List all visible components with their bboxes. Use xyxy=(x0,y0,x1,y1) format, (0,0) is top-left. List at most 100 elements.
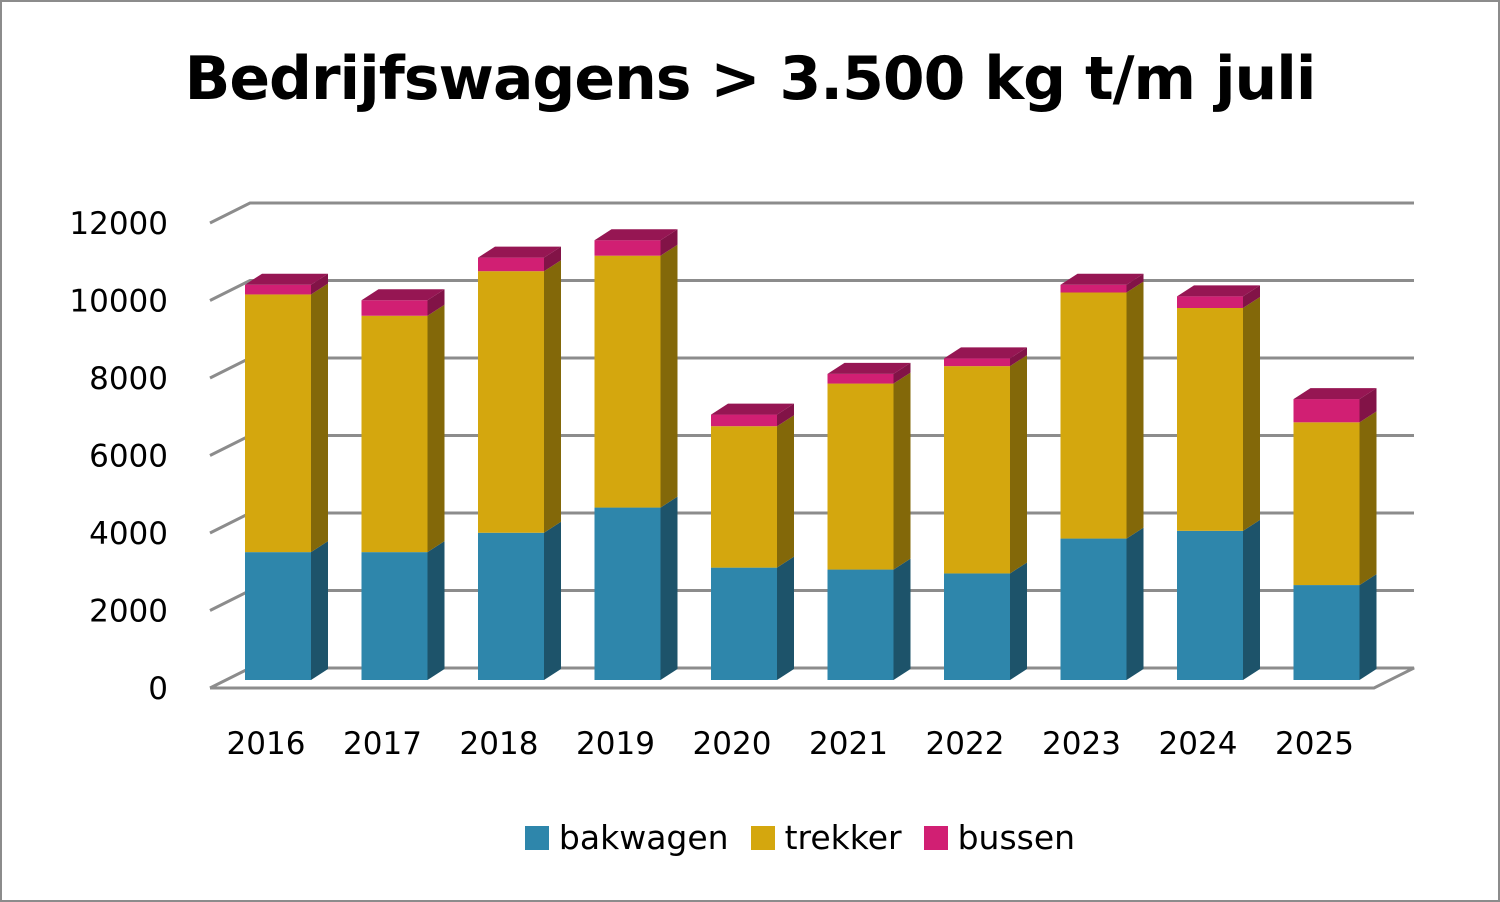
bar-stack-2020 xyxy=(711,403,794,680)
x-tick-label: 2023 xyxy=(1042,726,1121,762)
bar-top-2016 xyxy=(245,273,328,285)
bar-bussen-2018 xyxy=(478,257,544,272)
chart-title: Bedrijfswagens > 3.500 kg t/m juli xyxy=(184,44,1317,114)
y-tick-label: 4000 xyxy=(89,516,168,552)
bar-bakwagen-2021 xyxy=(827,569,894,680)
bar-top-2023 xyxy=(1060,273,1144,285)
bar-side-trekker-2021 xyxy=(893,372,911,570)
bar-top-2025 xyxy=(1293,388,1377,400)
x-tick-label: 2025 xyxy=(1275,726,1354,762)
bar-bussen-2021 xyxy=(827,373,894,384)
x-tick-label: 2021 xyxy=(809,726,888,762)
bar-top-2021 xyxy=(827,362,911,374)
bar-stack-2021 xyxy=(827,362,911,680)
legend-label: bakwagen xyxy=(558,818,729,857)
bar-side-trekker-2016 xyxy=(311,283,328,553)
legend: bakwagen trekker bussen xyxy=(0,818,1500,857)
legend-label: trekker xyxy=(784,818,902,857)
bar-side-bakwagen-2016 xyxy=(311,541,328,680)
x-tick-label: 2017 xyxy=(343,726,422,762)
legend-item-trekker: trekker xyxy=(750,818,902,857)
bar-stack-2025 xyxy=(1293,388,1377,680)
legend-swatch xyxy=(750,825,775,850)
bar-trekker-2016 xyxy=(245,294,311,553)
bar-side-bussen-2019 xyxy=(660,229,678,256)
bar-side-trekker-2020 xyxy=(777,415,794,568)
x-axis-ticks: 2016 2017 2018 2019 2020 2021 2022 2023 2024 2025 xyxy=(227,726,1354,762)
bar-top-2024 xyxy=(1177,285,1260,297)
x-tick-label: 2018 xyxy=(460,726,539,762)
gridline xyxy=(209,201,1414,225)
bar-side-trekker-2018 xyxy=(544,260,561,533)
bar-bakwagen-2018 xyxy=(478,532,544,680)
bar-top-2019 xyxy=(594,229,678,241)
floor-outline xyxy=(209,666,1415,690)
bar-side-bussen-2017 xyxy=(427,289,445,316)
bar-trekker-2019 xyxy=(594,255,661,508)
bar-stack-2017 xyxy=(361,289,445,680)
bar-bakwagen-2017 xyxy=(361,552,428,680)
bar-bussen-2024 xyxy=(1177,296,1243,308)
bar-bussen-2025 xyxy=(1293,399,1360,423)
legend-swatch xyxy=(923,825,948,850)
y-tick-label: 12000 xyxy=(69,206,168,242)
bar-side-bakwagen-2025 xyxy=(1359,574,1377,680)
y-tick-label: 0 xyxy=(148,671,168,707)
bar-side-trekker-2025 xyxy=(1359,411,1377,586)
bar-side-bakwagen-2022 xyxy=(1010,562,1027,680)
bar-bussen-2020 xyxy=(711,414,777,427)
bar-side-bussen-2022 xyxy=(1010,347,1027,367)
bar-side-bussen-2016 xyxy=(311,273,328,295)
bars xyxy=(245,229,1377,680)
y-tick-label: 2000 xyxy=(89,594,168,630)
bar-stack-2019 xyxy=(594,229,678,680)
bar-stack-2016 xyxy=(245,273,328,680)
bar-trekker-2020 xyxy=(711,426,777,568)
bar-side-bussen-2025 xyxy=(1359,388,1377,423)
legend-label: bussen xyxy=(957,818,1076,857)
legend-item-bakwagen: bakwagen xyxy=(524,818,729,857)
x-tick-label: 2020 xyxy=(693,726,772,762)
bar-bakwagen-2022 xyxy=(944,573,1010,680)
bar-bakwagen-2024 xyxy=(1177,530,1243,680)
bar-bussen-2023 xyxy=(1060,284,1127,293)
bar-bussen-2022 xyxy=(944,358,1010,367)
bar-bussen-2019 xyxy=(594,240,661,256)
bar-bakwagen-2023 xyxy=(1060,538,1127,680)
bar-top-2020 xyxy=(711,403,794,415)
bar-top-2018 xyxy=(478,246,561,258)
bar-stack-2024 xyxy=(1177,285,1260,680)
bar-side-bussen-2020 xyxy=(777,403,794,427)
bar-bakwagen-2019 xyxy=(594,507,661,680)
bar-stack-2018 xyxy=(478,246,561,680)
bar-side-bussen-2023 xyxy=(1126,273,1144,293)
bar-side-bussen-2018 xyxy=(544,246,561,272)
x-tick-label: 2016 xyxy=(227,726,306,762)
gridline xyxy=(209,279,1414,302)
bar-top-2017 xyxy=(361,289,445,301)
bar-side-trekker-2017 xyxy=(427,304,445,553)
bar-bakwagen-2020 xyxy=(711,567,777,680)
x-tick-label: 2024 xyxy=(1159,726,1238,762)
y-tick-label: 8000 xyxy=(89,361,168,397)
x-tick-label: 2019 xyxy=(576,726,655,762)
bar-stack-2022 xyxy=(944,347,1027,680)
bar-side-bakwagen-2018 xyxy=(544,521,561,680)
y-tick-label: 10000 xyxy=(69,284,168,320)
bar-top-2022 xyxy=(944,347,1027,359)
bar-side-bakwagen-2023 xyxy=(1126,527,1144,680)
bar-bussen-2017 xyxy=(361,300,428,316)
x-tick-label: 2022 xyxy=(926,726,1005,762)
bar-side-bussen-2021 xyxy=(893,362,911,384)
legend-swatch xyxy=(524,825,549,850)
bar-trekker-2018 xyxy=(478,271,544,533)
bar-trekker-2022 xyxy=(944,366,1010,574)
y-axis-ticks: 0 2000 4000 6000 8000 10000 12000 xyxy=(69,206,168,707)
bar-side-bakwagen-2017 xyxy=(427,541,445,680)
bar-trekker-2023 xyxy=(1060,292,1127,539)
bar-stack-2023 xyxy=(1060,273,1144,680)
bar-trekker-2025 xyxy=(1293,422,1360,586)
bar-trekker-2024 xyxy=(1177,308,1243,531)
bar-trekker-2021 xyxy=(827,383,894,570)
